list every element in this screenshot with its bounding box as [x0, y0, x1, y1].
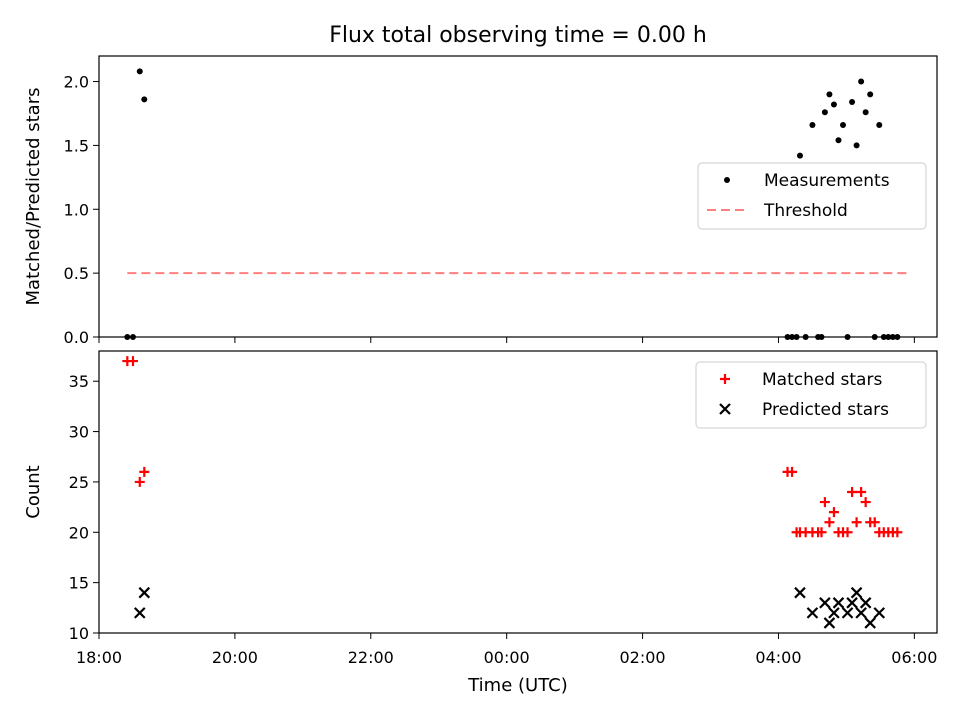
y-tick-label-top: 0.5 [64, 264, 89, 283]
data-point [856, 487, 867, 497]
legend-label: Threshold [763, 201, 848, 221]
legend-label: Measurements [764, 171, 890, 191]
data-point [819, 497, 830, 508]
x-tick-label: 20:00 [212, 648, 258, 667]
data-point [873, 607, 886, 619]
data-point [876, 121, 883, 128]
data-point [853, 142, 860, 149]
data-point [842, 527, 853, 538]
y-axis-label-bottom: Count [23, 465, 44, 518]
top-panel: Matched/Predicted stars 0.0 0.5 1.0 1.5 2.0 Me… [23, 55, 938, 347]
x-tick-label: 04:00 [755, 648, 801, 667]
data-point [141, 96, 148, 103]
data-point [823, 617, 836, 629]
x-tick-label: 22:00 [348, 648, 394, 667]
data-point [867, 91, 874, 98]
data-point [806, 607, 819, 619]
data-point [841, 607, 854, 619]
y-tick-label-top: 0.0 [64, 328, 89, 347]
y-tick-label-top: 2.0 [64, 73, 89, 92]
axes-frame-bottom [98, 350, 938, 634]
data-point [819, 597, 831, 609]
y-tick-label-top: 1.0 [64, 200, 89, 219]
legend-label: Matched stars [762, 370, 882, 390]
data-point [835, 137, 842, 144]
data-point [864, 617, 876, 629]
data-point [824, 517, 835, 528]
y-tick-label-bottom: 25 [69, 473, 89, 492]
data-point [846, 597, 858, 609]
legend-swatch [724, 177, 730, 183]
data-point [136, 68, 143, 75]
data-point [139, 466, 150, 477]
legend-box [697, 162, 927, 230]
data-point [858, 78, 865, 85]
x-tick-label: 06:00 [891, 648, 937, 667]
data-point [127, 356, 138, 367]
data-point [134, 476, 145, 487]
data-point [892, 527, 903, 538]
data-point [828, 507, 839, 518]
data-point [869, 517, 880, 528]
bottom-panel: Count 10 15 20 25 30 35 18:00 20:00 22:00 00:00 02:… [23, 350, 938, 667]
data-point [826, 91, 833, 98]
data-point [840, 121, 847, 128]
x-axis-label: Time (UTC) [467, 675, 568, 696]
data-point [850, 586, 863, 599]
x-tick-label: 00:00 [484, 648, 530, 667]
data-point [787, 466, 798, 477]
legend-swatch [719, 403, 731, 415]
y-tick-label-top: 1.5 [64, 136, 89, 155]
x-tick-label: 18:00 [76, 648, 122, 667]
data-point [809, 121, 816, 128]
data-point [860, 497, 871, 508]
legend-bottom: Matched stars Predicted stars [695, 361, 927, 429]
y-axis-label-top: Matched/Predicted stars [23, 88, 44, 306]
data-point [847, 487, 858, 497]
data-point [816, 527, 827, 538]
y-tick-label-bottom: 15 [69, 574, 89, 593]
series-predicted-stars [133, 586, 886, 629]
y-tick-label-bottom: 30 [69, 423, 89, 442]
data-point [849, 98, 856, 105]
legend-box [695, 361, 927, 429]
axes-frame-top [98, 55, 938, 338]
series-matched-stars [122, 356, 903, 538]
data-point [828, 607, 840, 619]
y-tick-label-bottom: 35 [69, 372, 89, 391]
data-point [859, 597, 872, 609]
data-point [862, 109, 869, 116]
data-point [855, 607, 867, 619]
data-point [832, 597, 845, 609]
chart-title: Flux total observing time = 0.00 h [329, 23, 707, 48]
legend-label: Predicted stars [762, 400, 889, 420]
legend-swatch [720, 374, 730, 384]
data-point [138, 586, 151, 599]
data-point [851, 517, 862, 528]
data-point [794, 586, 806, 599]
y-tick-label-bottom: 10 [69, 624, 89, 643]
legend-top: Measurements Threshold [697, 162, 927, 230]
data-point [796, 152, 803, 159]
data-point [133, 607, 146, 619]
x-tick-label: 02:00 [620, 648, 666, 667]
data-point [830, 101, 837, 108]
data-point [821, 109, 828, 116]
y-tick-label-bottom: 20 [69, 523, 89, 542]
